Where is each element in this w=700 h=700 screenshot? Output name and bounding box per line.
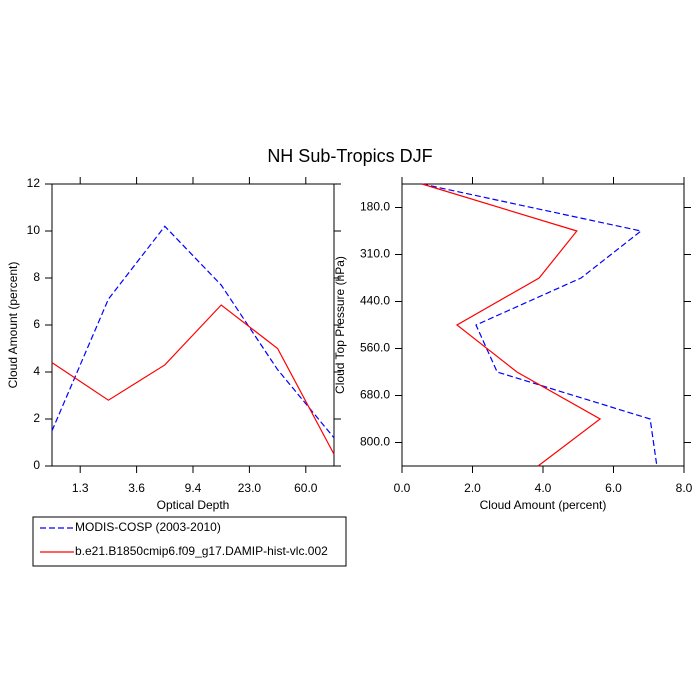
y-tick-label: 8	[33, 270, 40, 284]
chart-title: NH Sub-Tropics DJF	[267, 146, 432, 166]
x-tick-label: 4.0	[535, 481, 552, 495]
y-tick-label: 0	[33, 458, 40, 472]
x-tick-label: 3.6	[128, 481, 145, 495]
y-tick-label: 680.0	[360, 388, 390, 402]
y-tick-label: 10	[27, 223, 41, 237]
x-tick-label: 6.0	[605, 481, 622, 495]
y-tick-label: 180.0	[360, 200, 390, 214]
y-tick-label: 560.0	[360, 341, 390, 355]
y-tick-label: 6	[33, 317, 40, 331]
x-tick-label: 9.4	[185, 481, 202, 495]
x-axis-label: Cloud Amount (percent)	[480, 498, 607, 512]
y-tick-label: 800.0	[360, 435, 390, 449]
x-tick-label: 1.3	[72, 481, 89, 495]
x-tick-label: 2.0	[464, 481, 481, 495]
legend-label: MODIS-COSP (2003-2010)	[75, 520, 221, 534]
y-axis-label: Cloud Top Pressure (hPa)	[333, 256, 347, 394]
x-tick-label: 60.0	[294, 481, 318, 495]
legend-label: b.e21.B1850cmip6.f09_g17.DAMIP-hist-vlc.…	[75, 544, 328, 558]
y-axis-label: Cloud Amount (percent)	[6, 262, 20, 389]
y-tick-label: 12	[27, 176, 41, 190]
legend-box	[32, 516, 347, 567]
x-tick-label: 23.0	[238, 481, 262, 495]
y-tick-label: 2	[33, 411, 40, 425]
x-tick-label: 0.0	[394, 481, 411, 495]
series-line	[421, 183, 658, 467]
series-line	[51, 225, 335, 439]
series-line	[421, 183, 602, 467]
y-tick-label: 4	[33, 364, 40, 378]
x-tick-label: 8.0	[676, 481, 693, 495]
series-line	[51, 304, 335, 455]
x-axis-label: Optical Depth	[157, 498, 230, 512]
y-tick-label: 440.0	[360, 294, 390, 308]
y-tick-label: 310.0	[360, 247, 390, 261]
